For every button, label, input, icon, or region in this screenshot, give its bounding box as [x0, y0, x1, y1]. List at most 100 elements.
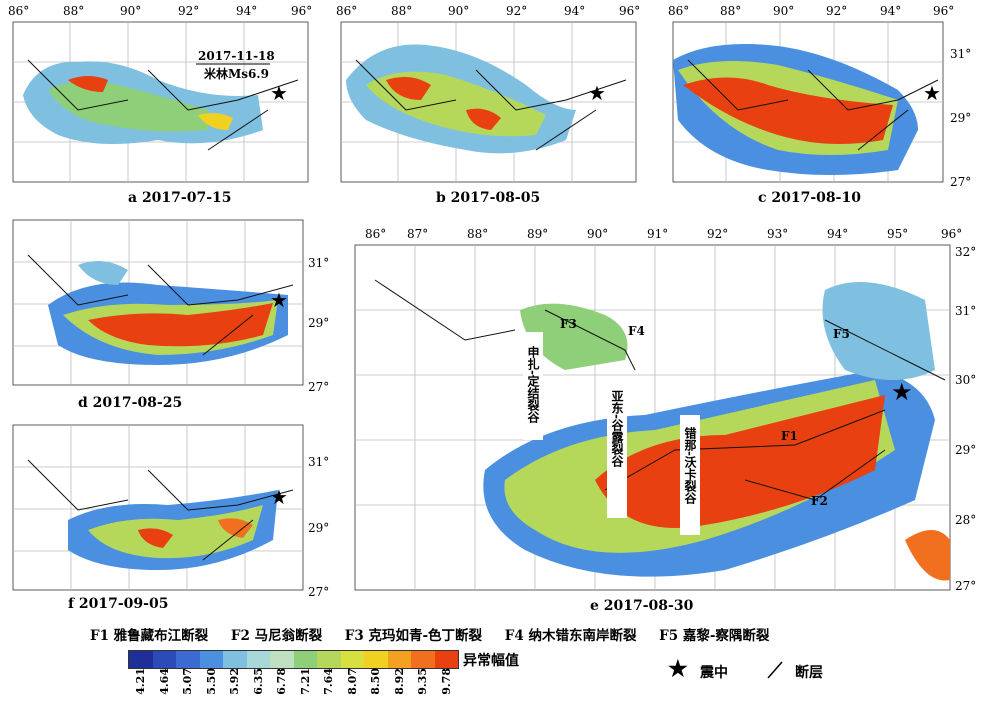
colorbar-swatch [223, 651, 247, 668]
panel-f-lat-2: 27° [308, 585, 329, 599]
panel-a: 86° 88° 90° 92° 94° 96° 2017-11-18 米林Ms6… [8, 0, 328, 206]
panel-e-lat-0: 32° [955, 245, 976, 259]
panel-e-lon-2: 88° [467, 227, 488, 241]
panel-e-lat-4: 28° [955, 513, 976, 527]
panel-d: 31° 29° 27° ★ d 2017-08-25 [8, 215, 338, 411]
panel-b-anomaly [346, 44, 576, 154]
panel-e-lon-10: 96° [941, 227, 962, 241]
colorbar-swatch [129, 651, 153, 668]
panel-a-lon-3: 92° [178, 4, 199, 18]
fault-legend-f1: F1 雅鲁藏布江断裂 [90, 628, 209, 644]
panel-b-caption: b 2017-08-05 [436, 190, 541, 206]
panel-a-faults [27, 59, 299, 151]
fault-legend-icon [767, 661, 783, 679]
rift-shenzha: 申扎-定结裂谷 [526, 345, 540, 424]
panel-f: 31° 29° 27° ★ f 2017-09-05 [8, 420, 338, 612]
colorbar-tick: 5.50 [204, 668, 218, 695]
panel-f-lat-1: 29° [308, 521, 329, 535]
panel-e-lon-6: 92° [707, 227, 728, 241]
panel-e-lon-3: 89° [527, 227, 548, 241]
panel-e-lon-9: 95° [887, 227, 908, 241]
colorbar-tick: 4.64 [157, 668, 171, 695]
panel-a-map: 86° 88° 90° 92° 94° 96° 2017-11-18 米林Ms6… [8, 4, 312, 183]
colorbar-tick: 8.50 [369, 668, 382, 695]
event-date: 2017-11-18 [198, 49, 275, 63]
fault-legend-f4: F4 纳木错东南岸断裂 [504, 628, 637, 644]
panel-e-lat-5: 27° [955, 579, 976, 593]
panel-b-lon-3: 92° [506, 4, 527, 18]
fault-legend-f2: F2 马尼翁断裂 [230, 628, 323, 644]
panel-c-lon-0: 86° [668, 4, 689, 18]
panel-e-lon-0: 86° [365, 227, 386, 241]
colorbar-swatch [152, 651, 176, 668]
panel-e-map: 86° 87° 88° 89° 90° 91° 92° 93° 94° 95° … [354, 227, 976, 593]
fault-legend: F1 雅鲁藏布江断裂 F2 马尼翁断裂 F3 克玛如青-色丁断裂 F4 纳木错东… [90, 624, 787, 644]
colorbar-tick: 7.64 [322, 668, 335, 695]
colorbar-swatch [317, 651, 341, 668]
colorbar-swatch [176, 651, 200, 668]
fault-label-f1: F1 [781, 429, 798, 443]
panel-e-lon-8: 94° [827, 227, 848, 241]
panel-f-map: 31° 29° 27° ★ [12, 424, 329, 599]
epicenter-star-icon: ★ [270, 485, 288, 509]
fault-legend-f5: F5 嘉黎-察隅断裂 [659, 628, 770, 644]
panel-e-lon-7: 93° [767, 227, 788, 241]
epicenter-legend-label: 震中 [700, 665, 728, 681]
epicenter-star-icon: ★ [270, 81, 288, 105]
panel-b-lon-5: 96° [619, 4, 640, 18]
epicenter-star-icon: ★ [923, 81, 941, 105]
event-name: 米林Ms6.9 [204, 66, 269, 81]
colorbar-swatch [434, 651, 458, 668]
colorbar-swatch [364, 651, 388, 668]
colorbar-tick: 4.21 [134, 668, 147, 695]
colorbar-tick: 7.21 [298, 668, 312, 695]
panel-d-lat-1: 29° [308, 316, 329, 330]
panel-c-lat-0: 31° [950, 47, 971, 61]
colorbar-swatch [270, 651, 294, 668]
panel-e-lon-1: 87° [407, 227, 428, 241]
panel-e: 86° 87° 88° 89° 90° 91° 92° 93° 94° 95° … [345, 220, 995, 614]
panel-e-caption: e 2017-08-30 [590, 598, 694, 614]
epicenter-legend-icon: ★ [668, 656, 688, 682]
panel-b-lon-1: 88° [391, 4, 412, 18]
fault-legend-f3: F3 克玛如青-色丁断裂 [344, 628, 483, 644]
colorbar-swatch [293, 651, 317, 668]
colorbar-tick: 5.92 [228, 668, 241, 695]
panel-a-lon-0: 86° [8, 4, 29, 18]
panel-e-anomaly [483, 282, 950, 581]
colorbar-swatch [340, 651, 364, 668]
panel-a-lon-1: 88° [63, 4, 84, 18]
panel-c-lon-1: 88° [720, 4, 741, 18]
panel-e-lon-5: 91° [647, 227, 668, 241]
panel-b-lon-0: 86° [336, 4, 357, 18]
colorbar [128, 650, 459, 669]
panel-b-lon-2: 90° [448, 4, 469, 18]
fault-legend-label: 断层 [795, 665, 823, 681]
panel-a-lon-2: 90° [120, 4, 141, 18]
panel-f-caption: f 2017-09-05 [68, 596, 169, 612]
panel-d-lat-2: 27° [308, 380, 329, 394]
panel-b-map: 86° 88° 90° 92° 94° 96° ★ [336, 4, 640, 183]
epicenter-star-icon: ★ [270, 288, 288, 312]
panel-c-lon-3: 92° [826, 4, 847, 18]
panel-a-lon-4: 94° [236, 4, 257, 18]
panel-e-lat-3: 29° [955, 443, 976, 457]
panel-c-anomaly [673, 44, 918, 175]
panel-c-map: 86° 88° 90° 92° 94° 96° 31° 29° 27° ★ [668, 4, 971, 189]
panel-c-lat-1: 29° [950, 111, 971, 125]
colorbar-swatch [411, 651, 435, 668]
colorbar-swatch [246, 651, 270, 668]
colorbar-title: 异常幅值 [463, 653, 519, 669]
colorbar-tick: 8.07 [345, 668, 359, 695]
colorbar-tick: 6.35 [251, 668, 265, 695]
panel-e-lon-4: 90° [587, 227, 608, 241]
fault-label-f2: F2 [811, 494, 828, 508]
panel-a-lon-5: 96° [291, 4, 312, 18]
colorbar-swatch [199, 651, 223, 668]
panel-f-anomaly [68, 490, 278, 570]
panel-b: 86° 88° 90° 92° 94° 96° ★ b 2017-08-05 [336, 0, 656, 206]
panel-c-lon-4: 94° [880, 4, 901, 18]
panel-d-anomaly [48, 261, 288, 365]
rift-yadong: 亚东-谷露裂谷 [610, 390, 624, 468]
panel-a-caption: a 2017-07-15 [128, 190, 232, 206]
